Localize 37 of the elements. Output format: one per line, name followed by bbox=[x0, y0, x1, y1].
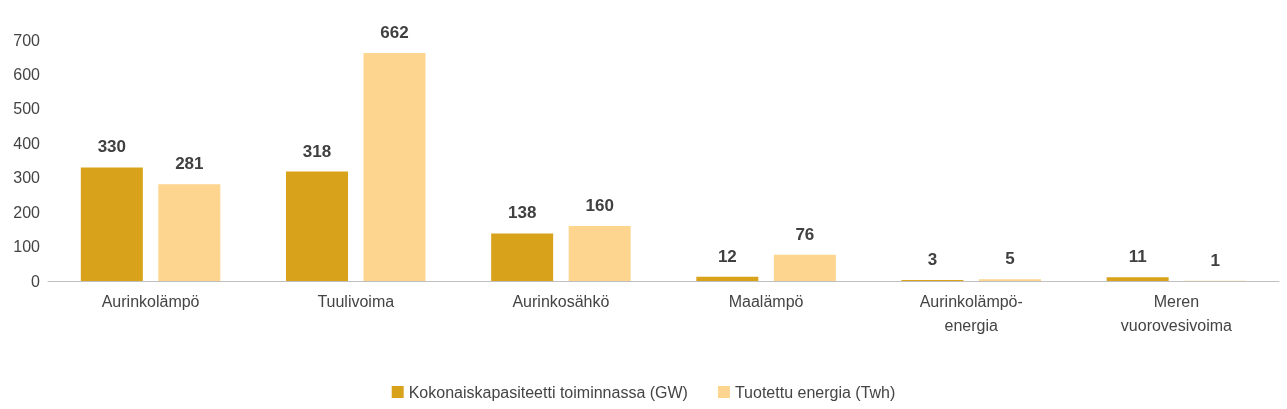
bar bbox=[363, 53, 426, 281]
legend-label: Kokonaiskapasiteetti toiminnassa (GW) bbox=[408, 383, 688, 401]
x-tick-label: Maalämpö bbox=[728, 292, 804, 310]
bar bbox=[158, 184, 221, 281]
x-tick-label: Aurinkosähkö bbox=[512, 292, 610, 310]
y-tick-label: 700 bbox=[13, 31, 41, 49]
bar bbox=[1106, 277, 1169, 281]
data-label: 318 bbox=[302, 141, 332, 161]
y-tick-label: 0 bbox=[31, 272, 41, 290]
y-tick-label: 200 bbox=[13, 203, 41, 221]
bar bbox=[568, 225, 631, 281]
x-tick-label: Tuulivoima bbox=[317, 292, 395, 310]
data-label: 281 bbox=[175, 154, 204, 174]
bar bbox=[80, 167, 143, 281]
x-tick-label: Aurinkolämpö bbox=[101, 292, 200, 310]
y-tick-label: 400 bbox=[13, 134, 41, 152]
data-label: 160 bbox=[585, 195, 614, 215]
data-label: 5 bbox=[1005, 249, 1015, 269]
data-label: 3 bbox=[927, 249, 938, 269]
x-tick-label: Meren vuorovesivoima bbox=[1120, 292, 1233, 334]
data-label: 330 bbox=[97, 137, 127, 157]
y-tick-label: 100 bbox=[13, 238, 41, 256]
y-tick-label: 300 bbox=[13, 169, 41, 187]
data-label: 11 bbox=[1128, 247, 1147, 267]
legend-label: Tuotettu energia (Twh) bbox=[734, 383, 896, 401]
data-label: 138 bbox=[507, 203, 537, 223]
y-tick-label: 500 bbox=[13, 100, 41, 118]
x-tick-label: Aurinkolämpö-energia bbox=[919, 292, 1023, 334]
data-label: 662 bbox=[380, 23, 409, 43]
bar bbox=[696, 276, 759, 281]
data-label: 1 bbox=[1210, 250, 1220, 270]
bar bbox=[491, 233, 554, 281]
data-label: 76 bbox=[795, 224, 815, 244]
y-tick-label: 600 bbox=[13, 65, 41, 83]
data-label: 12 bbox=[717, 246, 737, 266]
bar bbox=[773, 254, 836, 281]
bar bbox=[286, 171, 348, 281]
